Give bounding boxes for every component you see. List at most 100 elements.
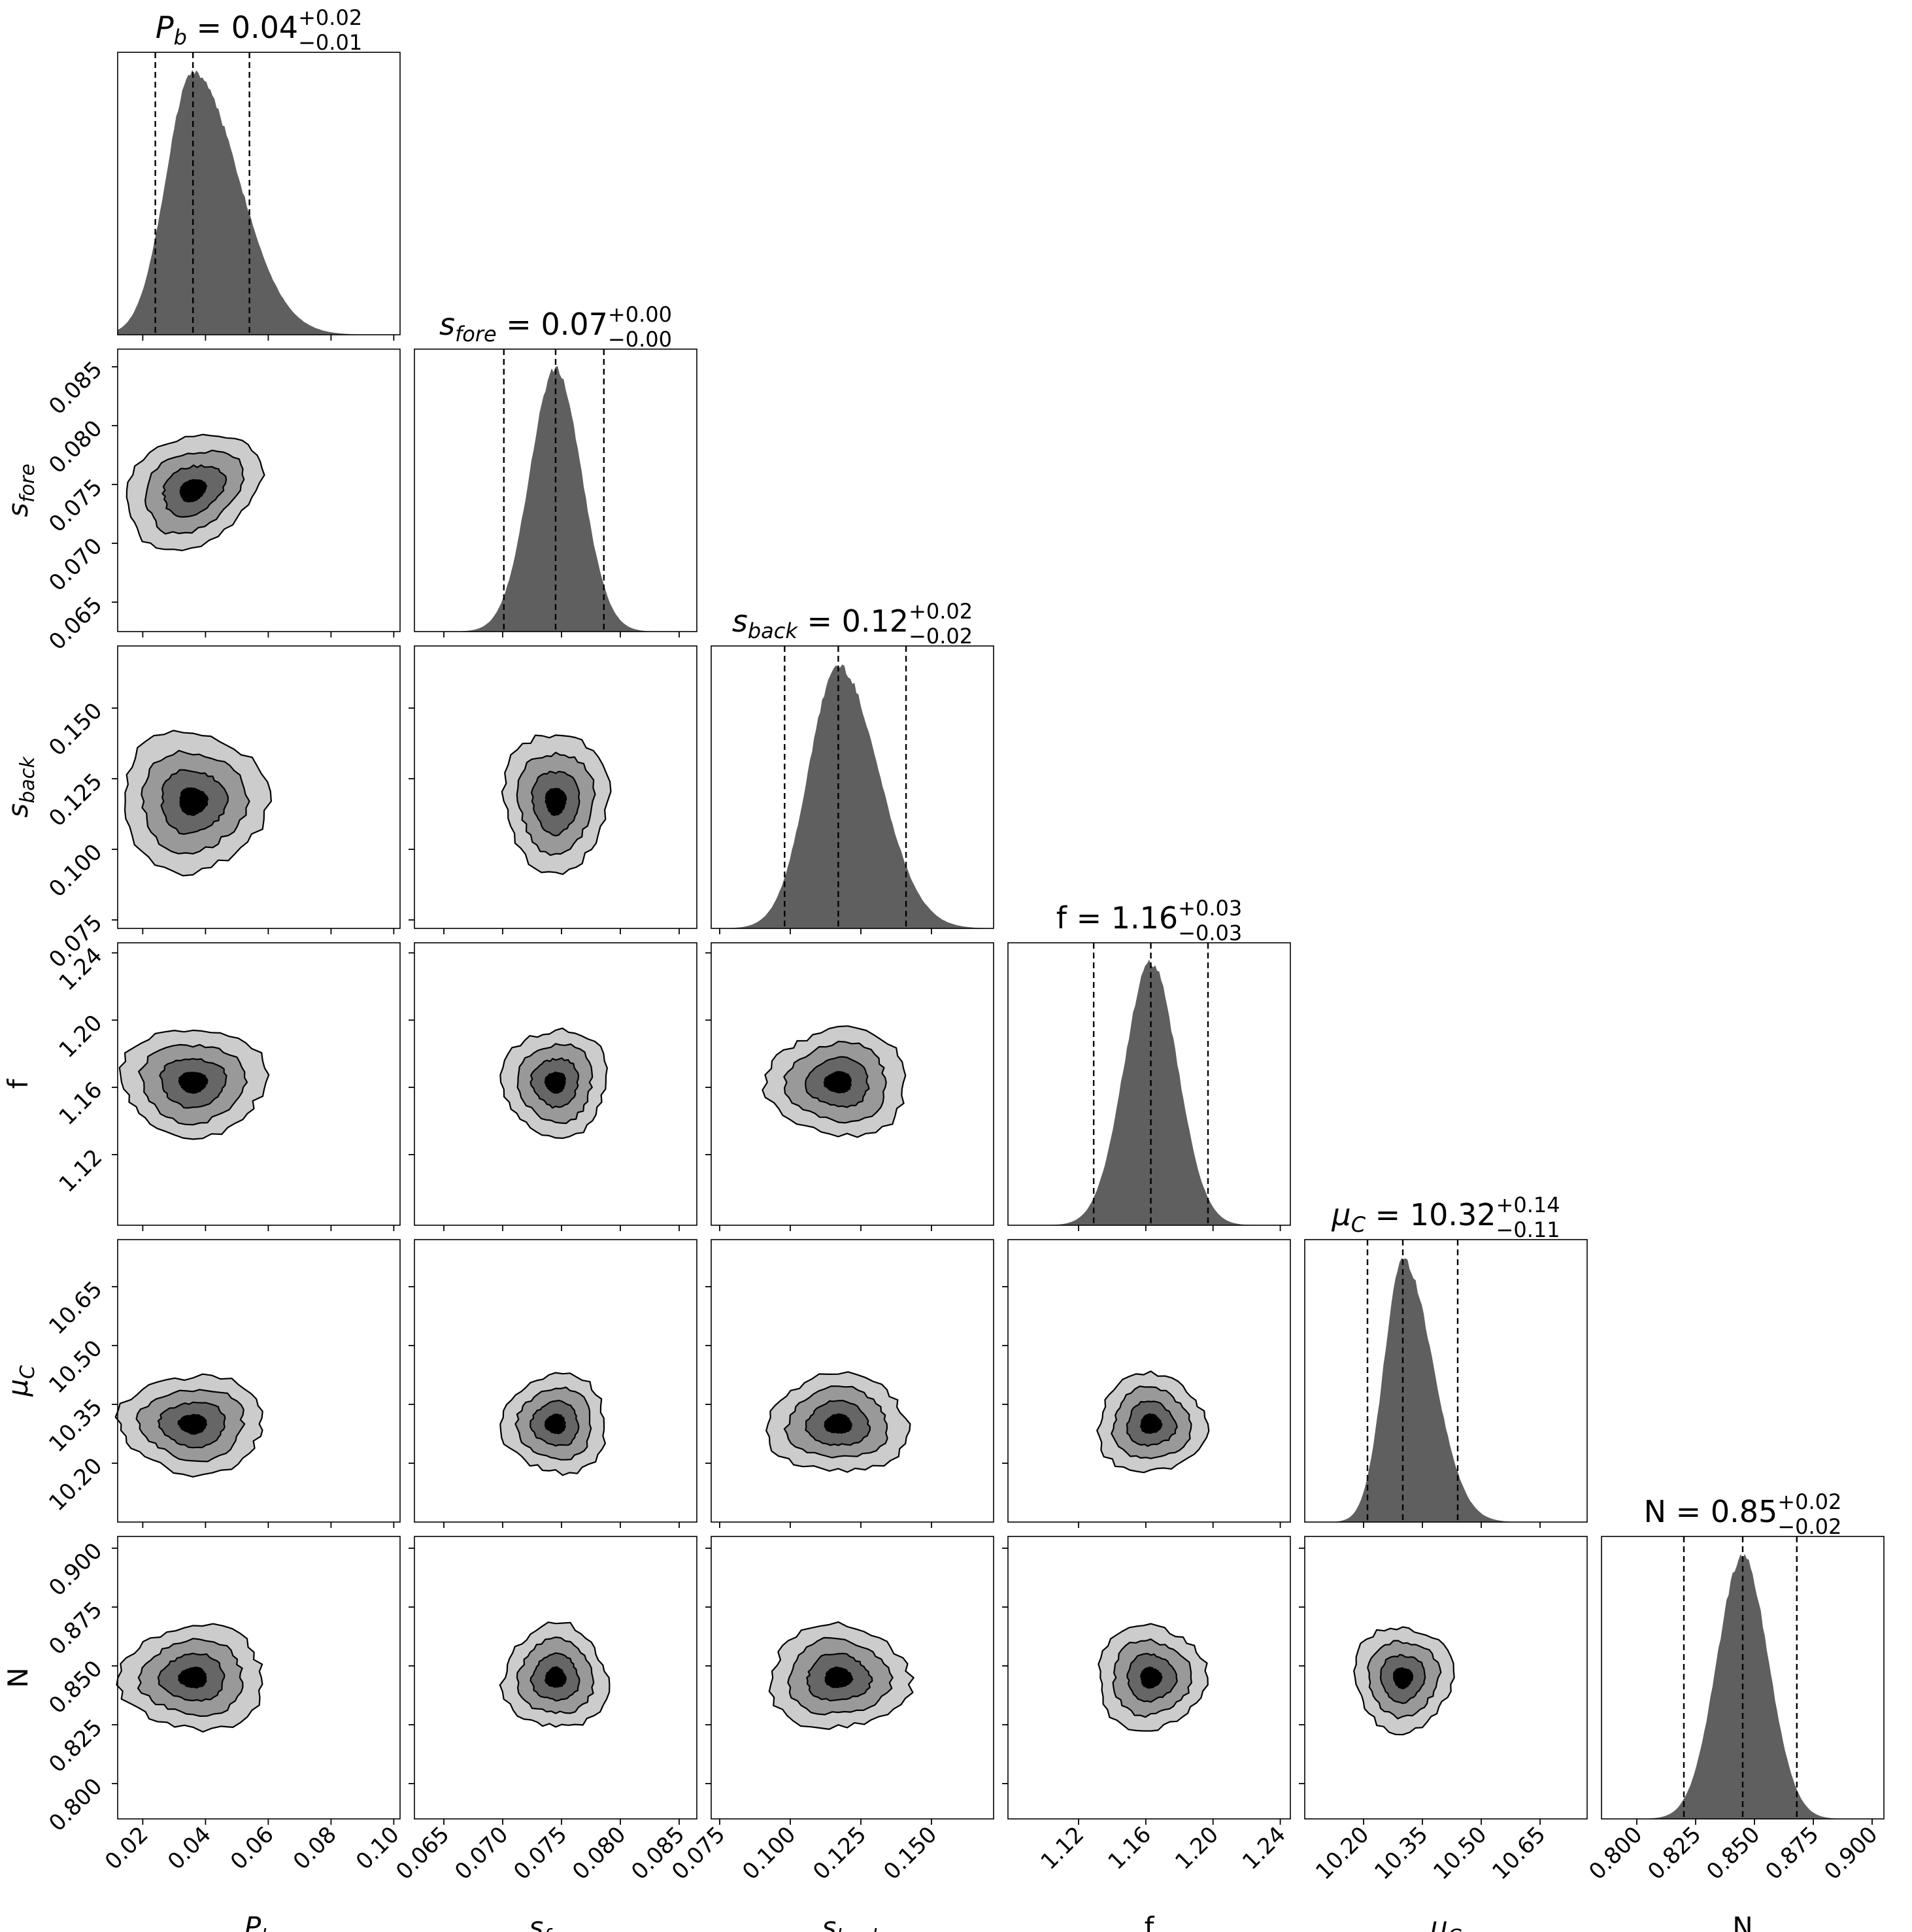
x-tick-label-sfore: 0.065 xyxy=(391,1822,454,1885)
contour-panel-f-sfore xyxy=(414,942,697,1226)
panel-frame xyxy=(117,1536,401,1820)
contour-core xyxy=(544,1666,567,1688)
hist-panel-sback: sback = 0.12+0.02−0.02 xyxy=(711,599,994,929)
panel-frame xyxy=(414,942,697,1226)
contour-core xyxy=(179,479,208,503)
contour-core xyxy=(824,1666,854,1688)
y-tick-label-muC: 10.65 xyxy=(44,1276,107,1340)
hist-f xyxy=(1008,959,1290,1225)
y-tick-label-muC: 10.20 xyxy=(44,1453,107,1516)
contour-core xyxy=(544,1414,566,1434)
x-tick-label-sfore: 0.070 xyxy=(450,1822,513,1885)
hist-title-minus-muC: −0.11 xyxy=(1496,1217,1560,1242)
x-tick-label-sfore: 0.080 xyxy=(567,1822,631,1885)
hist-title-N: N = 0.85+0.02 xyxy=(1644,1489,1842,1529)
y-axis-label-sfore: sfore xyxy=(2,464,39,517)
hist-frame-sfore xyxy=(414,348,697,632)
y-tick-label-sback: 0.150 xyxy=(44,698,107,761)
hist-title-sback: sback = 0.12+0.02 xyxy=(732,599,973,643)
contour-core xyxy=(545,788,567,817)
contour-panel-N-f xyxy=(1007,1536,1291,1820)
hist-frame-Pb xyxy=(117,52,401,335)
panel-frame xyxy=(117,645,401,929)
y-axis-label-muC: μC xyxy=(2,1365,39,1397)
x-tick-label-N: 0.900 xyxy=(1819,1822,1883,1885)
y-tick-label-sfore: 0.080 xyxy=(44,415,107,479)
hist-sback xyxy=(711,664,994,928)
x-tick-label-N: 0.875 xyxy=(1760,1822,1824,1885)
contour-panel-sback-Pb xyxy=(117,645,401,929)
y-tick-label-f: 1.12 xyxy=(54,1144,108,1198)
x-tick-label-Pb: 0.04 xyxy=(163,1822,216,1875)
panel-frame xyxy=(1007,1536,1291,1820)
hist-title-minus-sfore: −0.00 xyxy=(608,327,672,352)
x-tick-label-Pb: 0.08 xyxy=(288,1822,342,1875)
contour-core xyxy=(178,1072,209,1094)
hist-Pb xyxy=(118,69,400,335)
x-axis-label-N: N xyxy=(1732,1911,1753,1932)
y-tick-label-N: 0.850 xyxy=(44,1655,107,1719)
x-tick-label-sback: 0.100 xyxy=(737,1822,801,1885)
panel-frame xyxy=(414,1239,697,1523)
contour-panel-muC-f xyxy=(1007,1239,1291,1523)
y-tick-label-N: 0.800 xyxy=(44,1773,107,1837)
panel-frame xyxy=(1304,1536,1588,1820)
x-tick-label-Pb: 0.02 xyxy=(100,1822,154,1875)
contour-core xyxy=(544,1071,566,1094)
y-tick-label-muC: 10.50 xyxy=(44,1335,107,1398)
hist-title-minus-sback: −0.02 xyxy=(909,624,973,649)
x-tick-label-muC: 10.35 xyxy=(1369,1822,1433,1885)
contour-panel-N-sback xyxy=(711,1536,994,1820)
contour-core xyxy=(1392,1667,1414,1689)
contour-core xyxy=(177,1414,207,1435)
panel-frame xyxy=(414,1536,697,1820)
y-tick-label-f: 1.16 xyxy=(54,1077,108,1130)
contour-panel-N-sfore xyxy=(414,1536,697,1820)
contour-core xyxy=(824,1413,852,1434)
x-tick-label-muC: 10.65 xyxy=(1487,1822,1551,1885)
y-tick-label-muC: 10.35 xyxy=(44,1394,107,1457)
hist-frame-muC xyxy=(1304,1239,1588,1523)
y-axis-label-f: f xyxy=(2,1078,34,1089)
y-tick-label-sback: 0.125 xyxy=(44,768,107,832)
y-tick-label-sfore: 0.075 xyxy=(44,474,107,537)
x-tick-label-sfore: 0.075 xyxy=(509,1822,572,1885)
contour-core xyxy=(178,1667,207,1689)
panel-frame xyxy=(117,348,401,632)
x-axis-label-f: f xyxy=(1145,1911,1155,1932)
x-tick-label-f: 1.20 xyxy=(1170,1822,1224,1875)
panel-frame xyxy=(711,942,994,1226)
x-tick-label-Pb: 0.06 xyxy=(226,1822,279,1875)
x-axis-label-muC: μC xyxy=(1430,1911,1462,1932)
y-tick-label-N: 0.875 xyxy=(44,1597,107,1660)
contour-panel-f-sback xyxy=(711,942,994,1226)
hist-frame-f xyxy=(1007,942,1291,1226)
y-axis-label-sback: sback xyxy=(2,756,39,818)
x-tick-label-muC: 10.50 xyxy=(1428,1822,1492,1885)
panel-frame xyxy=(117,1239,401,1523)
contour-core xyxy=(1140,1667,1163,1689)
x-tick-label-N: 0.825 xyxy=(1643,1822,1706,1885)
x-tick-label-f: 1.12 xyxy=(1036,1822,1090,1875)
contour-panel-sfore-Pb xyxy=(117,348,401,632)
y-tick-label-N: 0.825 xyxy=(44,1714,107,1778)
hist-title-f: f = 1.16+0.03 xyxy=(1056,896,1242,936)
panel-frame xyxy=(117,942,401,1226)
contour-core xyxy=(179,787,209,817)
y-tick-label-sfore: 0.070 xyxy=(44,533,107,596)
contour-panel-f-Pb xyxy=(117,942,401,1226)
panel-frame xyxy=(1007,1239,1291,1523)
hist-panel-N: N = 0.85+0.02−0.02 xyxy=(1601,1489,1885,1820)
hist-frame-sback xyxy=(711,645,994,929)
contour-panel-muC-sback xyxy=(711,1239,994,1523)
hist-frame-N xyxy=(1601,1536,1885,1820)
x-tick-label-sback: 0.125 xyxy=(808,1822,871,1885)
panel-frame xyxy=(711,1239,994,1523)
hist-panel-Pb: Pb = 0.04+0.02−0.01 xyxy=(117,5,401,335)
hist-title-sfore: sfore = 0.07+0.00 xyxy=(439,302,672,347)
y-axis-label-N: N xyxy=(2,1667,34,1687)
contour-core xyxy=(1139,1413,1163,1434)
x-tick-label-f: 1.16 xyxy=(1103,1822,1156,1875)
contour-panel-muC-sfore xyxy=(414,1239,697,1523)
